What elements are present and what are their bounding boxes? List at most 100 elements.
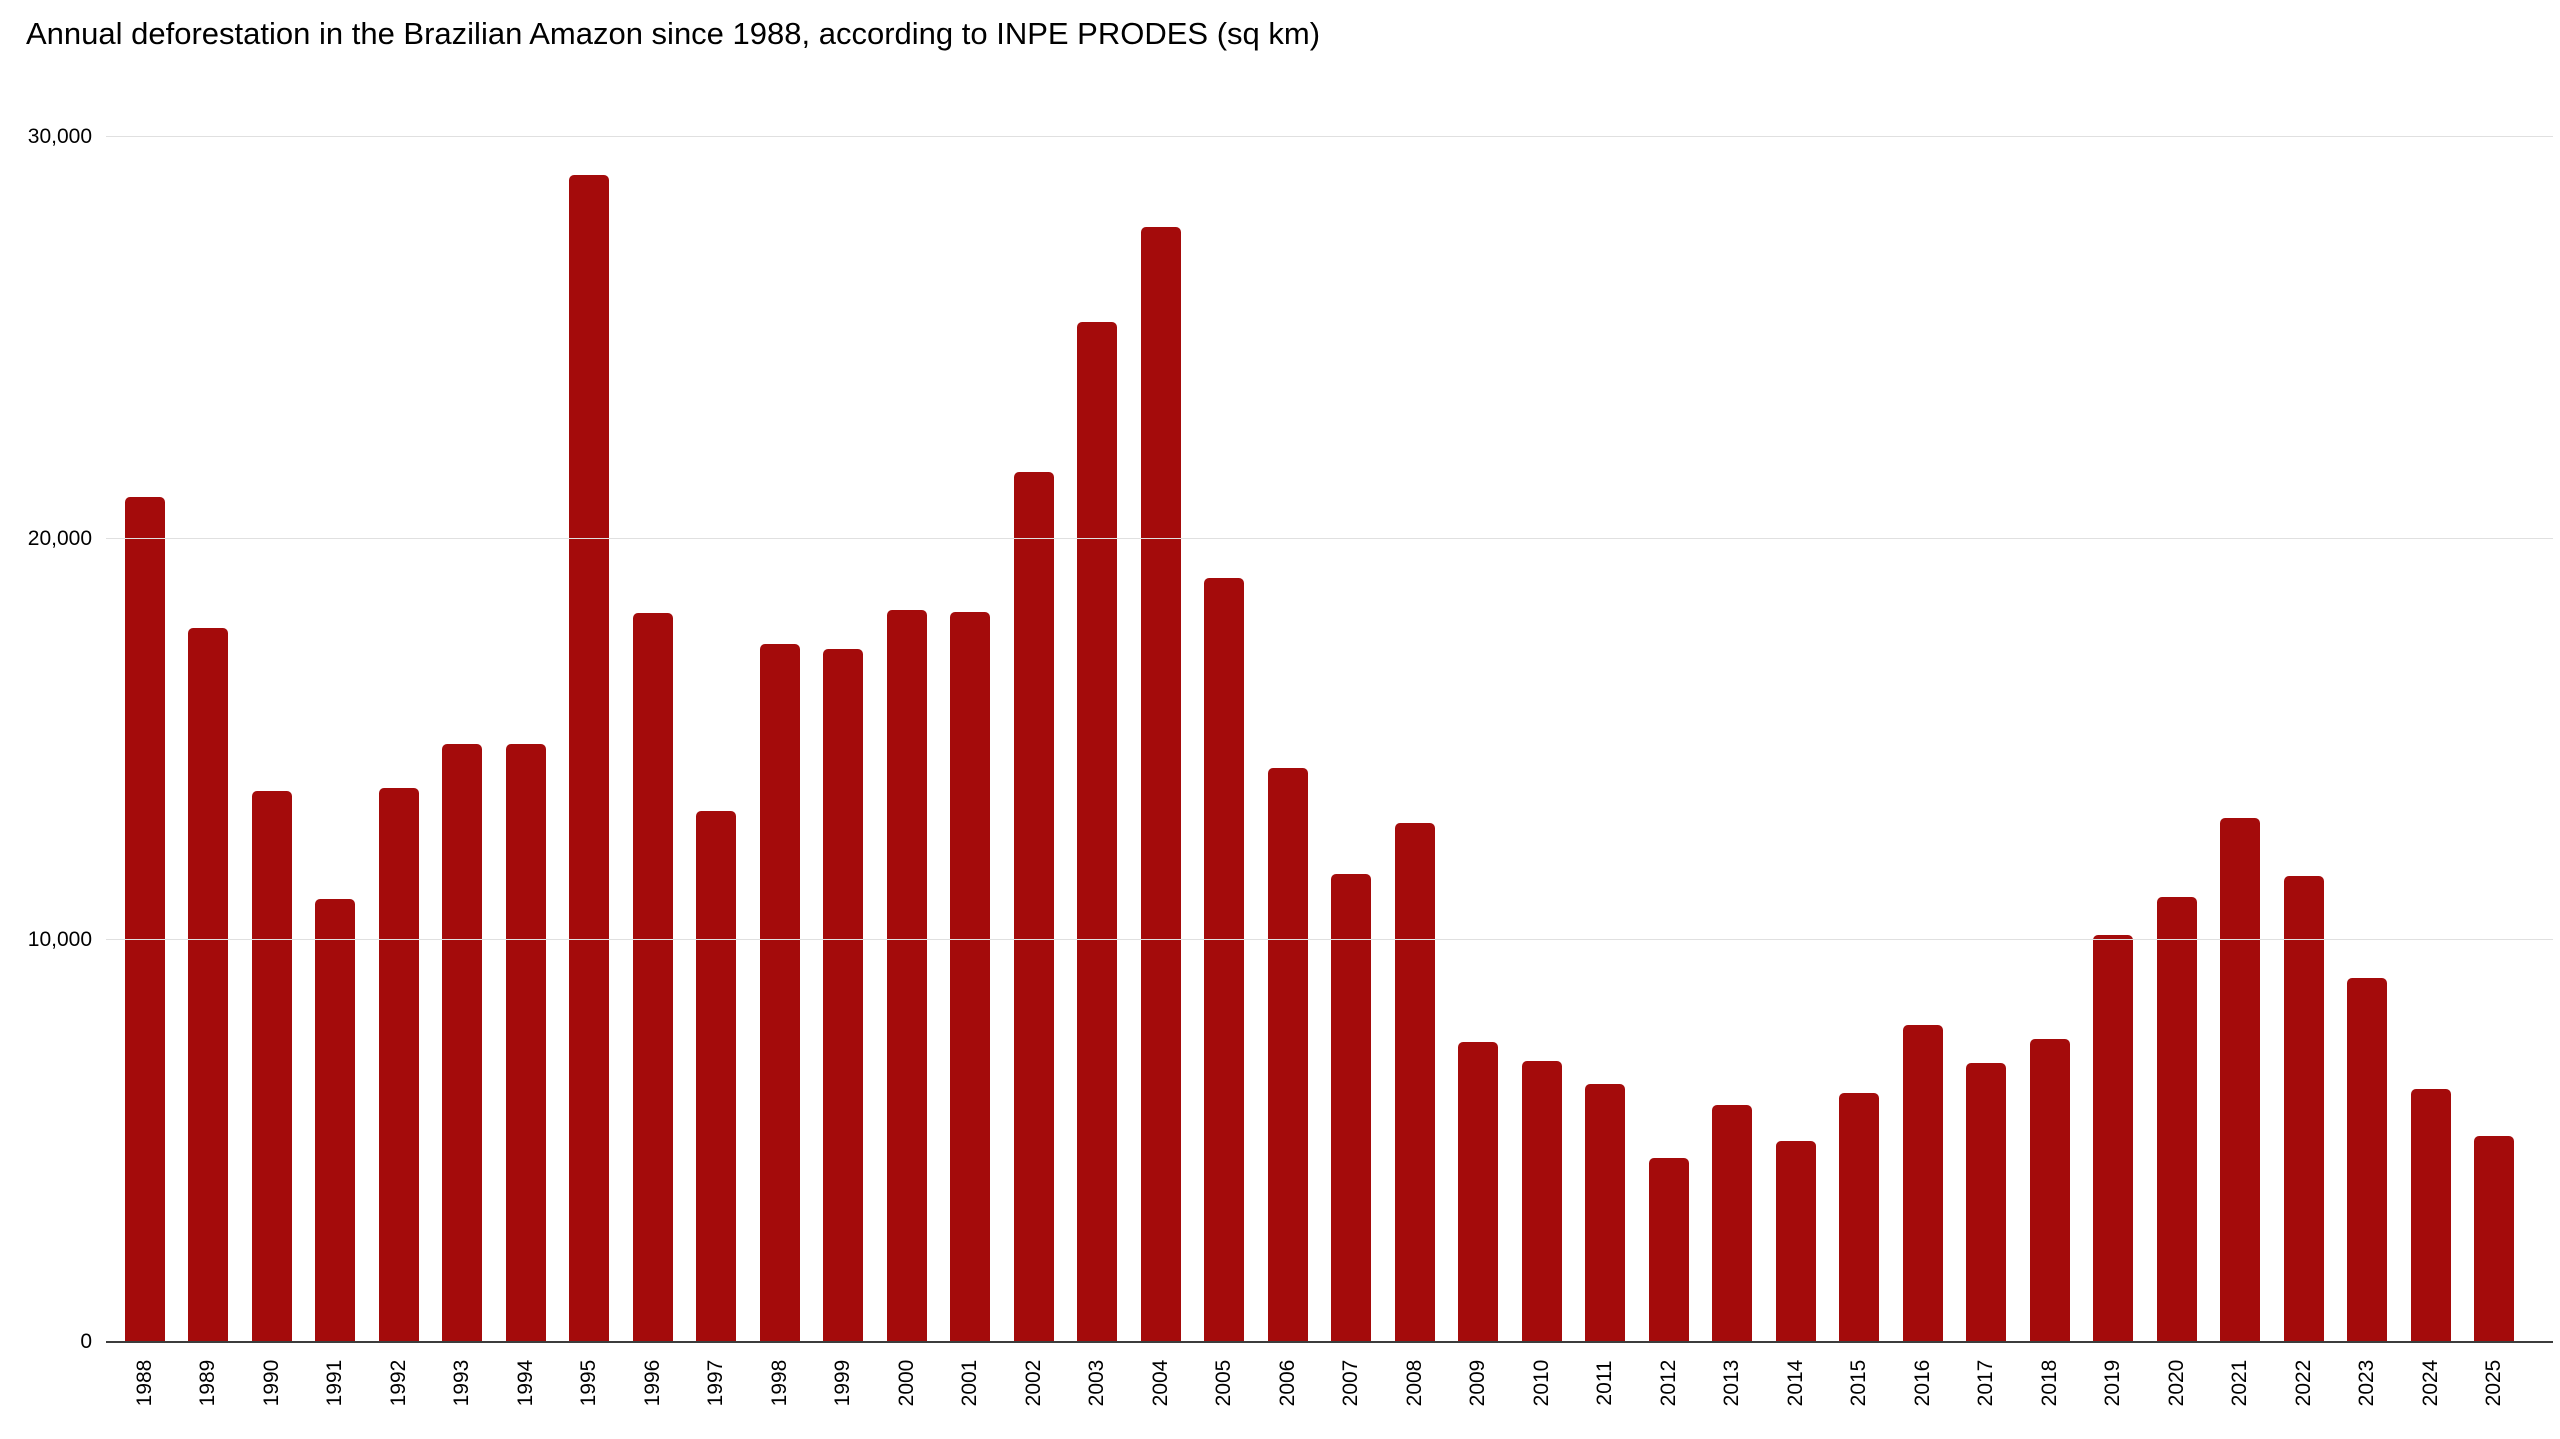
x-tick-label-2023: 2023 <box>2355 1359 2379 1407</box>
bar-slot-2017 <box>1955 137 2019 1342</box>
bar-slot-1994 <box>494 137 558 1342</box>
x-tick-label-2021: 2021 <box>2228 1359 2252 1407</box>
x-tick-label-2016: 2016 <box>1910 1359 1934 1407</box>
x-tick-slot-2019: 2019 <box>2082 1343 2146 1425</box>
bar-slot-2001 <box>939 137 1003 1342</box>
x-tick-slot-1993: 1993 <box>431 1343 495 1425</box>
bar-slot-1998 <box>748 137 812 1342</box>
x-tick-label-2011: 2011 <box>1593 1360 1617 1406</box>
bar-2019 <box>2093 935 2134 1342</box>
x-tick-label-2018: 2018 <box>2037 1359 2061 1407</box>
chart-title: Annual deforestation in the Brazilian Am… <box>26 16 1321 51</box>
x-tick-slot-1998: 1998 <box>748 1343 812 1425</box>
bar-slot-2002 <box>1002 137 1066 1342</box>
x-tick-label-1997: 1997 <box>704 1359 728 1407</box>
x-tick-slot-2011: 2011 <box>1574 1343 1638 1425</box>
bar-slot-2018 <box>2018 137 2082 1342</box>
x-tick-slot-2008: 2008 <box>1383 1343 1447 1425</box>
x-tick-slot-2009: 2009 <box>1447 1343 1511 1425</box>
bar-slot-2009 <box>1447 137 1511 1342</box>
x-tick-slot-2006: 2006 <box>1256 1343 1320 1425</box>
x-tick-label-1989: 1989 <box>196 1359 220 1407</box>
bar-slot-2007 <box>1320 137 1384 1342</box>
x-tick-slot-2001: 2001 <box>939 1343 1003 1425</box>
bar-2001 <box>950 612 991 1342</box>
x-tick-slot-2022: 2022 <box>2272 1343 2336 1425</box>
bar-slot-2013 <box>1701 137 1765 1342</box>
x-tick-slot-2002: 2002 <box>1002 1343 1066 1425</box>
bar-2012 <box>1648 1158 1689 1342</box>
x-tick-label-2003: 2003 <box>1085 1359 1109 1407</box>
x-tick-label-1999: 1999 <box>831 1359 855 1407</box>
x-tick-slot-1989: 1989 <box>177 1343 241 1425</box>
x-tick-slot-2024: 2024 <box>2399 1343 2463 1425</box>
bar-1998 <box>759 643 800 1342</box>
bar-2005 <box>1204 578 1245 1342</box>
bar-1994 <box>505 743 546 1342</box>
x-tick-slot-2016: 2016 <box>1891 1343 1955 1425</box>
bar-slot-2004 <box>1129 137 1193 1342</box>
bar-1995 <box>569 174 610 1342</box>
bar-slot-1988 <box>113 137 177 1342</box>
bar-slot-2011 <box>1574 137 1638 1342</box>
x-tick-label-1994: 1994 <box>513 1359 537 1407</box>
x-tick-slot-2020: 2020 <box>2145 1343 2209 1425</box>
bar-2007 <box>1331 874 1372 1342</box>
x-tick-slot-1994: 1994 <box>494 1343 558 1425</box>
bar-slot-1995 <box>558 137 622 1342</box>
bar-slot-2010 <box>1510 137 1574 1342</box>
plot-area <box>106 136 2553 1343</box>
x-tick-label-2004: 2004 <box>1148 1359 1172 1407</box>
x-tick-label-2006: 2006 <box>1275 1359 1299 1407</box>
bar-slot-2021 <box>2209 137 2273 1342</box>
x-tick-slot-1988: 1988 <box>113 1343 177 1425</box>
x-tick-label-2014: 2014 <box>1783 1359 1807 1407</box>
bar-1991 <box>315 898 356 1342</box>
bar-1990 <box>251 790 292 1342</box>
x-tick-slot-2003: 2003 <box>1066 1343 1130 1425</box>
x-tick-label-1993: 1993 <box>450 1359 474 1407</box>
x-tick-label-2007: 2007 <box>1339 1359 1363 1407</box>
x-tick-slot-2012: 2012 <box>1637 1343 1701 1425</box>
bar-2006 <box>1267 768 1308 1342</box>
bar-2009 <box>1458 1042 1499 1342</box>
bar-2018 <box>2029 1039 2070 1342</box>
x-tick-label-2009: 2009 <box>1466 1359 1490 1407</box>
bar-slot-2008 <box>1383 137 1447 1342</box>
bar-2008 <box>1394 823 1435 1342</box>
x-tick-label-1988: 1988 <box>132 1359 156 1407</box>
x-tick-label-2025: 2025 <box>2482 1359 2506 1407</box>
x-tick-label-1996: 1996 <box>640 1359 664 1407</box>
x-tick-label-1998: 1998 <box>767 1359 791 1407</box>
bar-2003 <box>1077 321 1118 1342</box>
x-tick-label-2020: 2020 <box>2164 1359 2188 1407</box>
x-tick-slot-1991: 1991 <box>304 1343 368 1425</box>
x-tick-label-2015: 2015 <box>1847 1359 1871 1407</box>
gridline-20000 <box>106 537 2553 539</box>
x-tick-label-2010: 2010 <box>1529 1359 1553 1407</box>
x-tick-slot-2021: 2021 <box>2209 1343 2273 1425</box>
x-tick-slot-2013: 2013 <box>1701 1343 1765 1425</box>
x-tick-slot-2017: 2017 <box>1955 1343 2019 1425</box>
x-tick-label-2012: 2012 <box>1656 1359 1680 1407</box>
x-tick-slot-2004: 2004 <box>1129 1343 1193 1425</box>
x-tick-slot-1996: 1996 <box>621 1343 685 1425</box>
x-tick-slot-2000: 2000 <box>875 1343 939 1425</box>
x-tick-label-1991: 1991 <box>323 1359 347 1407</box>
bar-slot-2025 <box>2463 137 2527 1342</box>
bar-2000 <box>886 609 927 1342</box>
bar-2014 <box>1775 1140 1816 1342</box>
bar-2013 <box>1712 1105 1753 1342</box>
bar-slot-1989 <box>177 137 241 1342</box>
x-tick-slot-1992: 1992 <box>367 1343 431 1425</box>
bar-slot-2000 <box>875 137 939 1342</box>
x-tick-label-1990: 1990 <box>259 1359 283 1407</box>
bar-1992 <box>378 788 419 1342</box>
bar-slot-2015 <box>1828 137 1892 1342</box>
x-tick-slot-2014: 2014 <box>1764 1343 1828 1425</box>
x-axis: 1988 1989 1990 1991 1992 1993 1994 1995 1996 1997… <box>113 1343 2526 1425</box>
bar-slot-2023 <box>2336 137 2400 1342</box>
bar-slot-2022 <box>2272 137 2336 1342</box>
bar-2024 <box>2410 1089 2451 1342</box>
